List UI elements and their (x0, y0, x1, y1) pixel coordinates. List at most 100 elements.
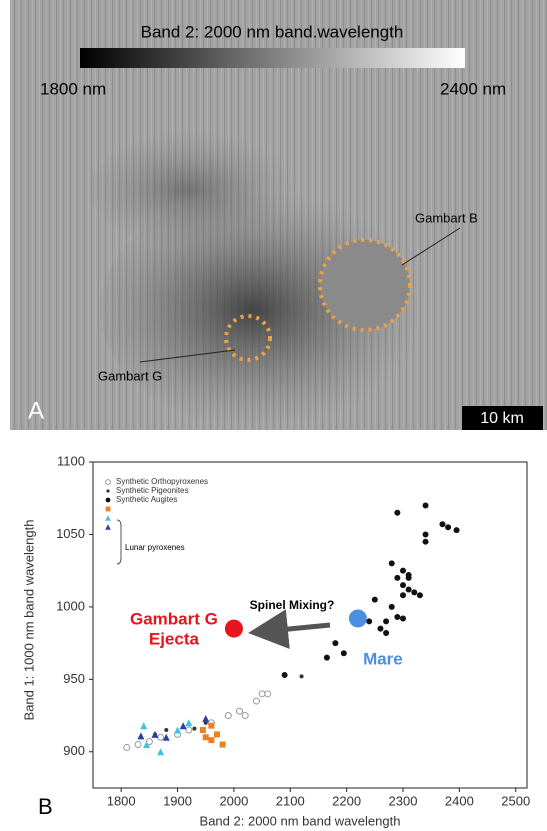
point (192, 727, 196, 731)
point (423, 539, 429, 545)
y-tick-label: 1000 (56, 598, 85, 613)
y-tick-label: 950 (63, 671, 85, 686)
point (445, 524, 451, 530)
point (400, 568, 406, 574)
point (406, 587, 412, 593)
colorbar-title: Band 2: 2000 nm band.wavelength (141, 22, 404, 41)
point (242, 713, 248, 719)
scale-bar-label: 10 km (480, 410, 524, 427)
y-tick-label: 1050 (56, 526, 85, 541)
x-tick-label: 2300 (389, 793, 418, 808)
x-tick-label: 1800 (107, 793, 136, 808)
point (214, 731, 220, 737)
point (137, 732, 144, 739)
legend-label: Synthetic Pigeonites (116, 486, 189, 495)
point (237, 708, 243, 714)
crater-label: Gambart B (415, 210, 478, 225)
point (394, 575, 400, 581)
colorbar (80, 48, 465, 68)
legend-marker (105, 524, 111, 530)
panel-label: B (38, 794, 53, 819)
highlight-label: Mare (363, 649, 403, 668)
point (282, 672, 288, 678)
crater-outline (320, 240, 410, 330)
point (406, 575, 412, 581)
point (454, 527, 460, 533)
point (152, 731, 159, 738)
x-tick-label: 2200 (332, 793, 361, 808)
legend-marker (106, 498, 111, 503)
point (341, 650, 347, 656)
point (203, 734, 209, 740)
annotation: Spinel Mixing? (250, 598, 335, 612)
highlight-label: Ejecta (149, 629, 200, 648)
point (324, 655, 330, 661)
point (174, 727, 181, 734)
highlight-label: Gambart G (130, 609, 218, 628)
point (400, 615, 406, 621)
legend-label: Synthetic Augites (116, 495, 177, 504)
legend-marker (105, 515, 111, 521)
point (400, 582, 406, 588)
point (411, 589, 417, 595)
y-tick-label: 1100 (57, 453, 85, 468)
legend-label: Synthetic Orthopyroxenes (116, 477, 208, 486)
point (158, 734, 164, 740)
x-tick-label: 1900 (163, 793, 192, 808)
point (186, 727, 192, 733)
y-tick-label: 900 (63, 743, 85, 758)
dark-halo (90, 130, 310, 250)
figure: Band 2: 2000 nm band.wavelength 1800 nm … (0, 0, 547, 831)
point (389, 560, 395, 566)
legend-marker (106, 507, 111, 512)
highlight-point (225, 620, 243, 638)
x-tick-label: 2400 (445, 793, 474, 808)
point (394, 510, 400, 516)
point (372, 597, 378, 603)
page: {"image_panel":{"panel_label":"A","color… (0, 0, 547, 831)
arrow (258, 625, 330, 632)
bracket (117, 520, 121, 564)
point (157, 748, 164, 755)
x-tick-label: 2500 (501, 793, 530, 808)
point (124, 744, 130, 750)
x-tick-label: 2000 (219, 793, 248, 808)
point (377, 626, 383, 632)
point (383, 630, 389, 636)
legend-marker (106, 480, 111, 485)
point (253, 698, 259, 704)
point (259, 691, 265, 697)
point (300, 674, 304, 678)
image-panel: Band 2: 2000 nm band.wavelength 1800 nm … (10, 0, 547, 430)
point (265, 691, 271, 697)
point (400, 592, 406, 598)
point (417, 592, 423, 598)
y-axis-label: Band 1: 1000 nm band wavelength (21, 520, 36, 721)
point (208, 737, 214, 743)
point (208, 723, 214, 729)
point (423, 531, 429, 537)
crater-label: Gambart G (98, 368, 162, 383)
highlight-point (349, 609, 367, 627)
legend-marker (106, 489, 109, 492)
x-axis-label: Band 2: 2000 nm band wavelength (200, 813, 401, 828)
panel-label: A (28, 397, 44, 424)
point (423, 502, 429, 508)
point (383, 618, 389, 624)
point (225, 713, 231, 719)
legend-group-label: Lunar pyroxenes (125, 543, 185, 552)
x-tick-label: 2100 (276, 793, 305, 808)
point (164, 728, 168, 732)
point (394, 614, 400, 620)
point (389, 604, 395, 610)
colorbar-min: 1800 nm (40, 79, 106, 98)
point (332, 640, 338, 646)
point (202, 715, 209, 722)
point (200, 727, 206, 733)
colorbar-max: 2400 nm (440, 79, 506, 98)
point (220, 742, 226, 748)
point (366, 618, 372, 624)
point (140, 722, 147, 729)
point (135, 742, 141, 748)
point (439, 521, 445, 527)
